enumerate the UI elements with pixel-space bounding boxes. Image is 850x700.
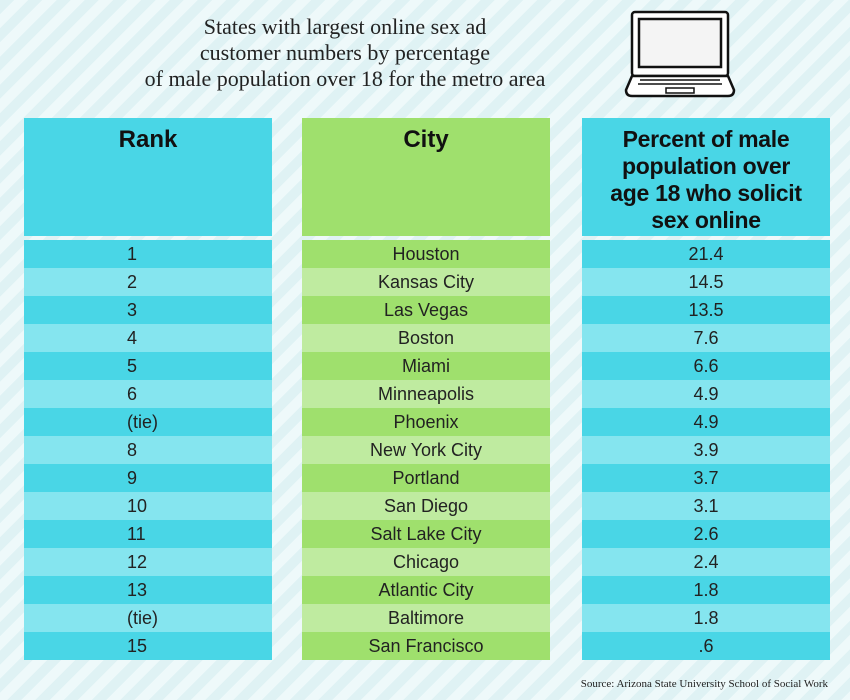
city-cell: Phoenix	[302, 408, 550, 436]
city-cell: San Francisco	[302, 632, 550, 660]
title-line: of male population over 18 for the metro…	[144, 66, 546, 91]
rank-cell: 12	[24, 548, 272, 576]
rank-cell: 6	[24, 380, 272, 408]
percent-cell: 3.1	[582, 492, 830, 520]
chart-title: States with largest online sex ad custom…	[60, 14, 630, 92]
percent-cell: 3.7	[582, 464, 830, 492]
rank-cell: 15	[24, 632, 272, 660]
rank-cell: 9	[24, 464, 272, 492]
percent-cell: 2.6	[582, 520, 830, 548]
percent-column: Percent of male population over age 18 w…	[582, 118, 830, 660]
city-cell: Kansas City	[302, 268, 550, 296]
rank-cell: 11	[24, 520, 272, 548]
rank-cell: (tie)	[24, 408, 272, 436]
city-cell: Salt Lake City	[302, 520, 550, 548]
percent-cell: 6.6	[582, 352, 830, 380]
percent-cells: 21.4 14.5 13.5 7.6 6.6 4.9 4.9 3.9 3.7 3.1 2.6 2.4 1…	[582, 240, 830, 660]
city-cell: Las Vegas	[302, 296, 550, 324]
city-column: City Houston Kansas City Las Vegas Boston Mi…	[302, 118, 550, 660]
city-cell: Houston	[302, 240, 550, 268]
percent-cell: 2.4	[582, 548, 830, 576]
percent-cell: 4.9	[582, 408, 830, 436]
title-line: States with largest online sex ad	[203, 14, 487, 39]
city-cell: San Diego	[302, 492, 550, 520]
rank-header-label: Rank	[118, 126, 178, 153]
rank-column: Rank 1 2 3 4 5 6 (tie) 8 9 10 11 12 13 (tie) 15	[24, 118, 272, 660]
city-cells: Houston Kansas City Las Vegas Boston Miami Mi…	[302, 240, 550, 660]
percent-cell: 4.9	[582, 380, 830, 408]
percent-cell: 14.5	[582, 268, 830, 296]
rank-cell: 13	[24, 576, 272, 604]
rank-cell: 8	[24, 436, 272, 464]
percent-header: Percent of male population over age 18 w…	[582, 118, 830, 236]
city-cell: Baltimore	[302, 604, 550, 632]
rank-cells: 1 2 3 4 5 6 (tie) 8 9 10 11 12 13 (tie) 15	[24, 240, 272, 660]
percent-cell: 13.5	[582, 296, 830, 324]
source-note: Source: Arizona State University School …	[580, 678, 828, 690]
laptop-icon	[624, 10, 736, 98]
percent-cell: 21.4	[582, 240, 830, 268]
city-header-label: City	[403, 126, 449, 153]
rank-cell: 3	[24, 296, 272, 324]
city-cell: Miami	[302, 352, 550, 380]
percent-cell: 3.9	[582, 436, 830, 464]
title-line: customer numbers by percentage	[199, 40, 491, 65]
rank-cell: 10	[24, 492, 272, 520]
rank-cell: (tie)	[24, 604, 272, 632]
percent-cell: .6	[582, 632, 830, 660]
rank-header: Rank	[24, 118, 272, 236]
city-cell: Chicago	[302, 548, 550, 576]
percent-cell: 7.6	[582, 324, 830, 352]
rank-cell: 5	[24, 352, 272, 380]
percent-cell: 1.8	[582, 604, 830, 632]
city-cell: Atlantic City	[302, 576, 550, 604]
percent-cell: 1.8	[582, 576, 830, 604]
rank-cell: 1	[24, 240, 272, 268]
city-cell: New York City	[302, 436, 550, 464]
city-header: City	[302, 118, 550, 236]
percent-header-label: Percent of male population over age 18 w…	[610, 126, 802, 233]
city-cell: Boston	[302, 324, 550, 352]
rank-cell: 4	[24, 324, 272, 352]
rank-cell: 2	[24, 268, 272, 296]
city-cell: Portland	[302, 464, 550, 492]
city-cell: Minneapolis	[302, 380, 550, 408]
